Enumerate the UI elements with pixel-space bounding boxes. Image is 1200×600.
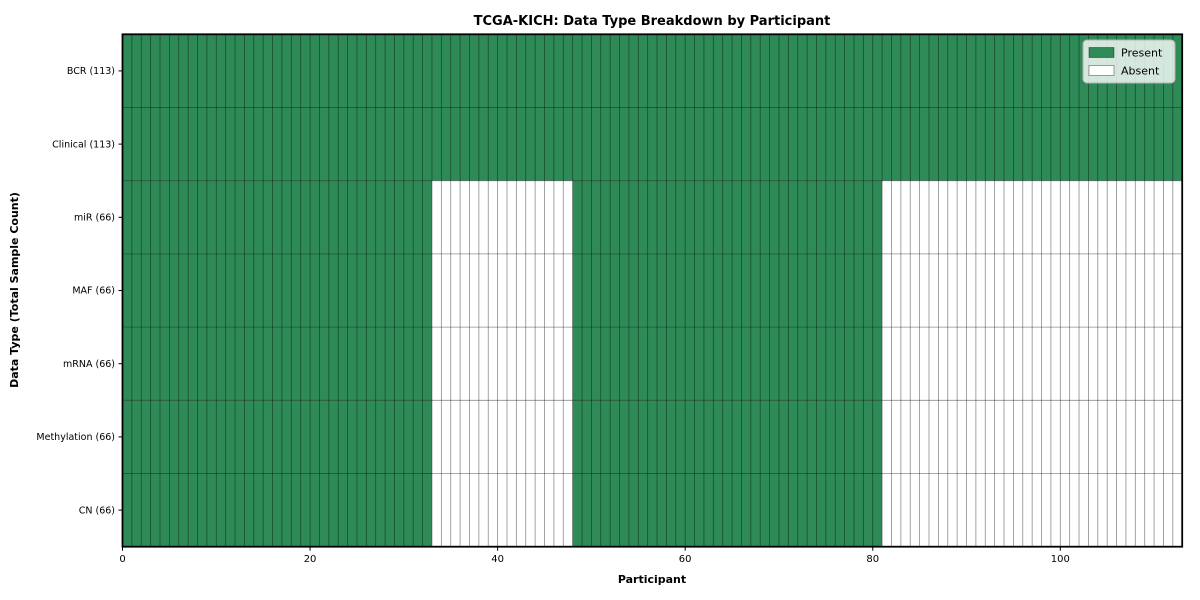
- heatmap-segment-miR-absent: [882, 180, 1183, 254]
- y-axis-label: Data Type (Total Sample Count): [8, 192, 21, 388]
- y-tick-label: miR (66): [74, 213, 115, 224]
- legend: Present Absent: [1082, 39, 1176, 84]
- heatmap-segment-CN-present: [572, 473, 883, 547]
- x-tick-label: 20: [304, 554, 317, 565]
- x-axis-ticks: 0 20 40 60 80 100: [119, 546, 1070, 565]
- y-tick-label: mRNA (66): [63, 359, 115, 370]
- x-axis-label: Participant: [618, 573, 686, 586]
- heatmap-segment-MAF-present: [572, 253, 883, 328]
- heatmap-segment-mRNA-present: [572, 327, 883, 401]
- heatmap-segment-Methylation-absent: [882, 400, 1183, 474]
- heatmap-cells: [122, 34, 1183, 547]
- heatmap-segment-MAF-present: [122, 253, 432, 328]
- heatmap-segment-mRNA-present: [122, 327, 432, 401]
- y-tick-label: CN (66): [79, 505, 115, 516]
- x-tick-label: 40: [491, 554, 504, 565]
- heatmap-segment-miR-present: [122, 180, 432, 254]
- heatmap-segment-CN-present: [122, 473, 432, 547]
- legend-label-absent: Absent: [1121, 64, 1160, 77]
- heatmap-segment-CN-absent: [431, 473, 573, 547]
- heatmap-segment-MAF-absent: [882, 253, 1183, 328]
- heatmap-segment-mRNA-absent: [431, 327, 573, 401]
- y-axis-ticks: BCR (113) Clinical (113) miR (66) MAF (66) m…: [36, 66, 123, 516]
- heatmap-segment-Clinical-present: [122, 107, 1183, 181]
- heatmap-segment-BCR-present: [122, 34, 1183, 108]
- heatmap-segment-Methylation-present: [572, 400, 883, 474]
- legend-label-present: Present: [1121, 46, 1163, 59]
- y-tick-label: BCR (113): [67, 66, 115, 77]
- y-tick-label: Clinical (113): [52, 139, 115, 150]
- heatmap-segment-Methylation-absent: [431, 400, 573, 474]
- x-tick-label: 0: [119, 554, 125, 565]
- heatmap-segment-MAF-absent: [431, 253, 573, 328]
- chart-title: TCGA-KICH: Data Type Breakdown by Partic…: [474, 14, 831, 29]
- heatmap-segment-mRNA-absent: [882, 327, 1183, 401]
- heatmap-segment-Methylation-present: [122, 400, 432, 474]
- legend-swatch-present-icon: [1088, 47, 1115, 58]
- cell-grid: [122, 34, 1183, 547]
- heatmap-segment-miR-absent: [431, 180, 573, 254]
- heatmap-segment-CN-absent: [882, 473, 1183, 547]
- y-tick-label: MAF (66): [72, 286, 115, 297]
- x-tick-label: 100: [1051, 554, 1070, 565]
- x-tick-label: 60: [679, 554, 692, 565]
- x-tick-label: 80: [866, 554, 879, 565]
- y-tick-label: Methylation (66): [36, 432, 115, 443]
- legend-swatch-absent-icon: [1088, 65, 1115, 76]
- heatmap-segment-miR-present: [572, 180, 883, 254]
